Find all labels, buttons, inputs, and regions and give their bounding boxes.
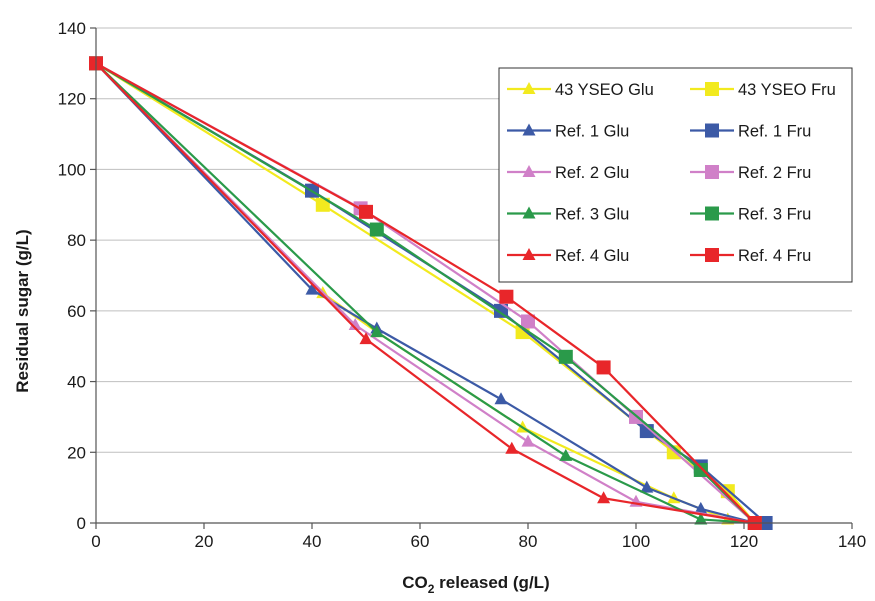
data-point-ref-4-glu-1 xyxy=(359,332,373,345)
legend-label-ref-4-glu: Ref. 4 Glu xyxy=(555,247,629,265)
data-point-ref-3-fru-3 xyxy=(693,462,708,477)
legend-item-43-yseo-fru: 43 YSEO Fru xyxy=(690,81,836,99)
legend-label-43-yseo-fru: 43 YSEO Fru xyxy=(738,81,836,99)
data-point-ref-3-glu-2 xyxy=(559,448,573,461)
data-point-ref-1-glu-5 xyxy=(694,501,708,514)
y-tick-label-60: 60 xyxy=(67,302,86,321)
legend-marker-43-yseo-glu xyxy=(522,82,536,94)
y-tick-label-40: 40 xyxy=(67,373,86,392)
legend-marker-ref-1-fru xyxy=(705,123,719,138)
data-point-ref-1-glu-4 xyxy=(640,480,654,493)
legend-item-ref-1-fru: Ref. 1 Fru xyxy=(690,123,811,141)
x-tick-label-100: 100 xyxy=(622,532,650,551)
x-axis-title: CO2 released (g/L) xyxy=(402,573,549,596)
y-tick-label-80: 80 xyxy=(67,231,86,250)
x-axis-title-rest: released (g/L) xyxy=(434,573,549,592)
data-point-ref-4-glu-2 xyxy=(505,441,519,454)
legend-label-ref-1-glu: Ref. 1 Glu xyxy=(555,123,629,141)
axes: 0 20 40 60 80 100 120 140 0 20 40 60 80 100 120 140 xyxy=(58,19,867,551)
legend-item-ref-2-glu: Ref. 2 Glu xyxy=(507,164,629,182)
legend-label-43-yseo-glu: 43 YSEO Glu xyxy=(555,81,654,99)
x-tick-label-0: 0 xyxy=(91,532,100,551)
y-tick-label-0: 0 xyxy=(77,514,86,533)
legend-label-ref-2-glu: Ref. 2 Glu xyxy=(555,164,629,182)
legend-marker-ref-2-glu xyxy=(522,165,536,177)
legend-item-ref-4-fru: Ref. 4 Fru xyxy=(690,247,811,265)
legend-item-ref-1-glu: Ref. 1 Glu xyxy=(507,123,629,141)
legend-box xyxy=(498,67,853,283)
x-tick-label-120: 120 xyxy=(730,532,758,551)
legend-marker-ref-4-glu xyxy=(522,248,536,260)
legend-marker-ref-2-fru xyxy=(705,165,719,179)
x-tick-label-140: 140 xyxy=(838,532,866,551)
legend-label-ref-3-glu: Ref. 3 Glu xyxy=(555,206,629,224)
legend-marker-ref-3-fru xyxy=(705,206,719,221)
data-point-ref-3-glu-3 xyxy=(694,512,708,525)
data-point-ref-4-fru-3 xyxy=(596,360,611,375)
data-point-ref-2-fru-2 xyxy=(521,314,535,329)
x-tick-label-60: 60 xyxy=(411,532,430,551)
legend-marker-ref-1-glu xyxy=(522,123,536,136)
x-tick-label-40: 40 xyxy=(303,532,322,551)
legend-label-ref-3-fru: Ref. 3 Fru xyxy=(738,206,811,224)
legend-label-ref-2-fru: Ref. 2 Fru xyxy=(738,164,811,182)
data-point-43-yseo-fru-2 xyxy=(515,325,530,340)
data-point-ref-1-glu-1 xyxy=(305,282,319,295)
legend: 43 YSEO Glu 43 YSEO Fru Ref. 1 Glu Ref. 1 F… xyxy=(498,67,853,283)
y-tick-label-140: 140 xyxy=(58,19,86,38)
gridlines xyxy=(96,27,852,453)
y-axis-title: Residual sugar (g/L) xyxy=(13,229,32,392)
legend-item-ref-3-glu: Ref. 3 Glu xyxy=(507,206,629,224)
legend-label-ref-4-fru: Ref. 4 Fru xyxy=(738,247,811,265)
y-tick-label-20: 20 xyxy=(67,443,86,462)
data-point-43-yseo-fru-1 xyxy=(315,197,330,212)
legend-item-43-yseo-glu: 43 YSEO Glu xyxy=(507,81,654,99)
data-point-ref-4-fru-2 xyxy=(499,289,514,304)
data-point-ref-4-glu-3 xyxy=(597,491,611,504)
legend-item-ref-3-fru: Ref. 3 Fru xyxy=(690,206,811,224)
legend-label-ref-1-fru: Ref. 1 Fru xyxy=(738,123,811,141)
data-point-ref-4-fru-1 xyxy=(359,204,373,219)
data-point-ref-3-glu-1 xyxy=(370,325,384,338)
data-point-ref-1-glu-3 xyxy=(494,392,508,405)
legend-marker-ref-3-glu xyxy=(522,206,536,219)
legend-item-ref-4-glu: Ref. 4 Glu xyxy=(507,247,629,265)
legend-item-ref-2-fru: Ref. 2 Fru xyxy=(690,164,811,182)
data-point-ref-2-glu-2 xyxy=(521,434,535,447)
y-tick-label-120: 120 xyxy=(58,90,86,109)
x-tick-label-20: 20 xyxy=(195,532,214,551)
data-point-ref-3-fru-2 xyxy=(558,349,573,364)
x-axis-title-subscript: 2 xyxy=(428,582,435,596)
y-tick-label-100: 100 xyxy=(58,160,86,179)
legend-marker-ref-4-fru xyxy=(705,248,719,262)
data-point-ref-3-fru-1 xyxy=(369,222,384,237)
legend-marker-43-yseo-fru xyxy=(705,82,719,96)
x-axis-title-main: CO xyxy=(402,573,428,592)
x-tick-label-80: 80 xyxy=(519,532,538,551)
series-layer xyxy=(89,56,773,530)
data-point-ref-2-glu-1 xyxy=(348,318,362,330)
series-ref-4-fru xyxy=(89,56,762,530)
